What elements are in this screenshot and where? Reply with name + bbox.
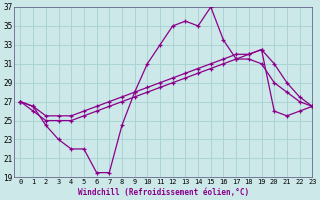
X-axis label: Windchill (Refroidissement éolien,°C): Windchill (Refroidissement éolien,°C) xyxy=(78,188,249,197)
